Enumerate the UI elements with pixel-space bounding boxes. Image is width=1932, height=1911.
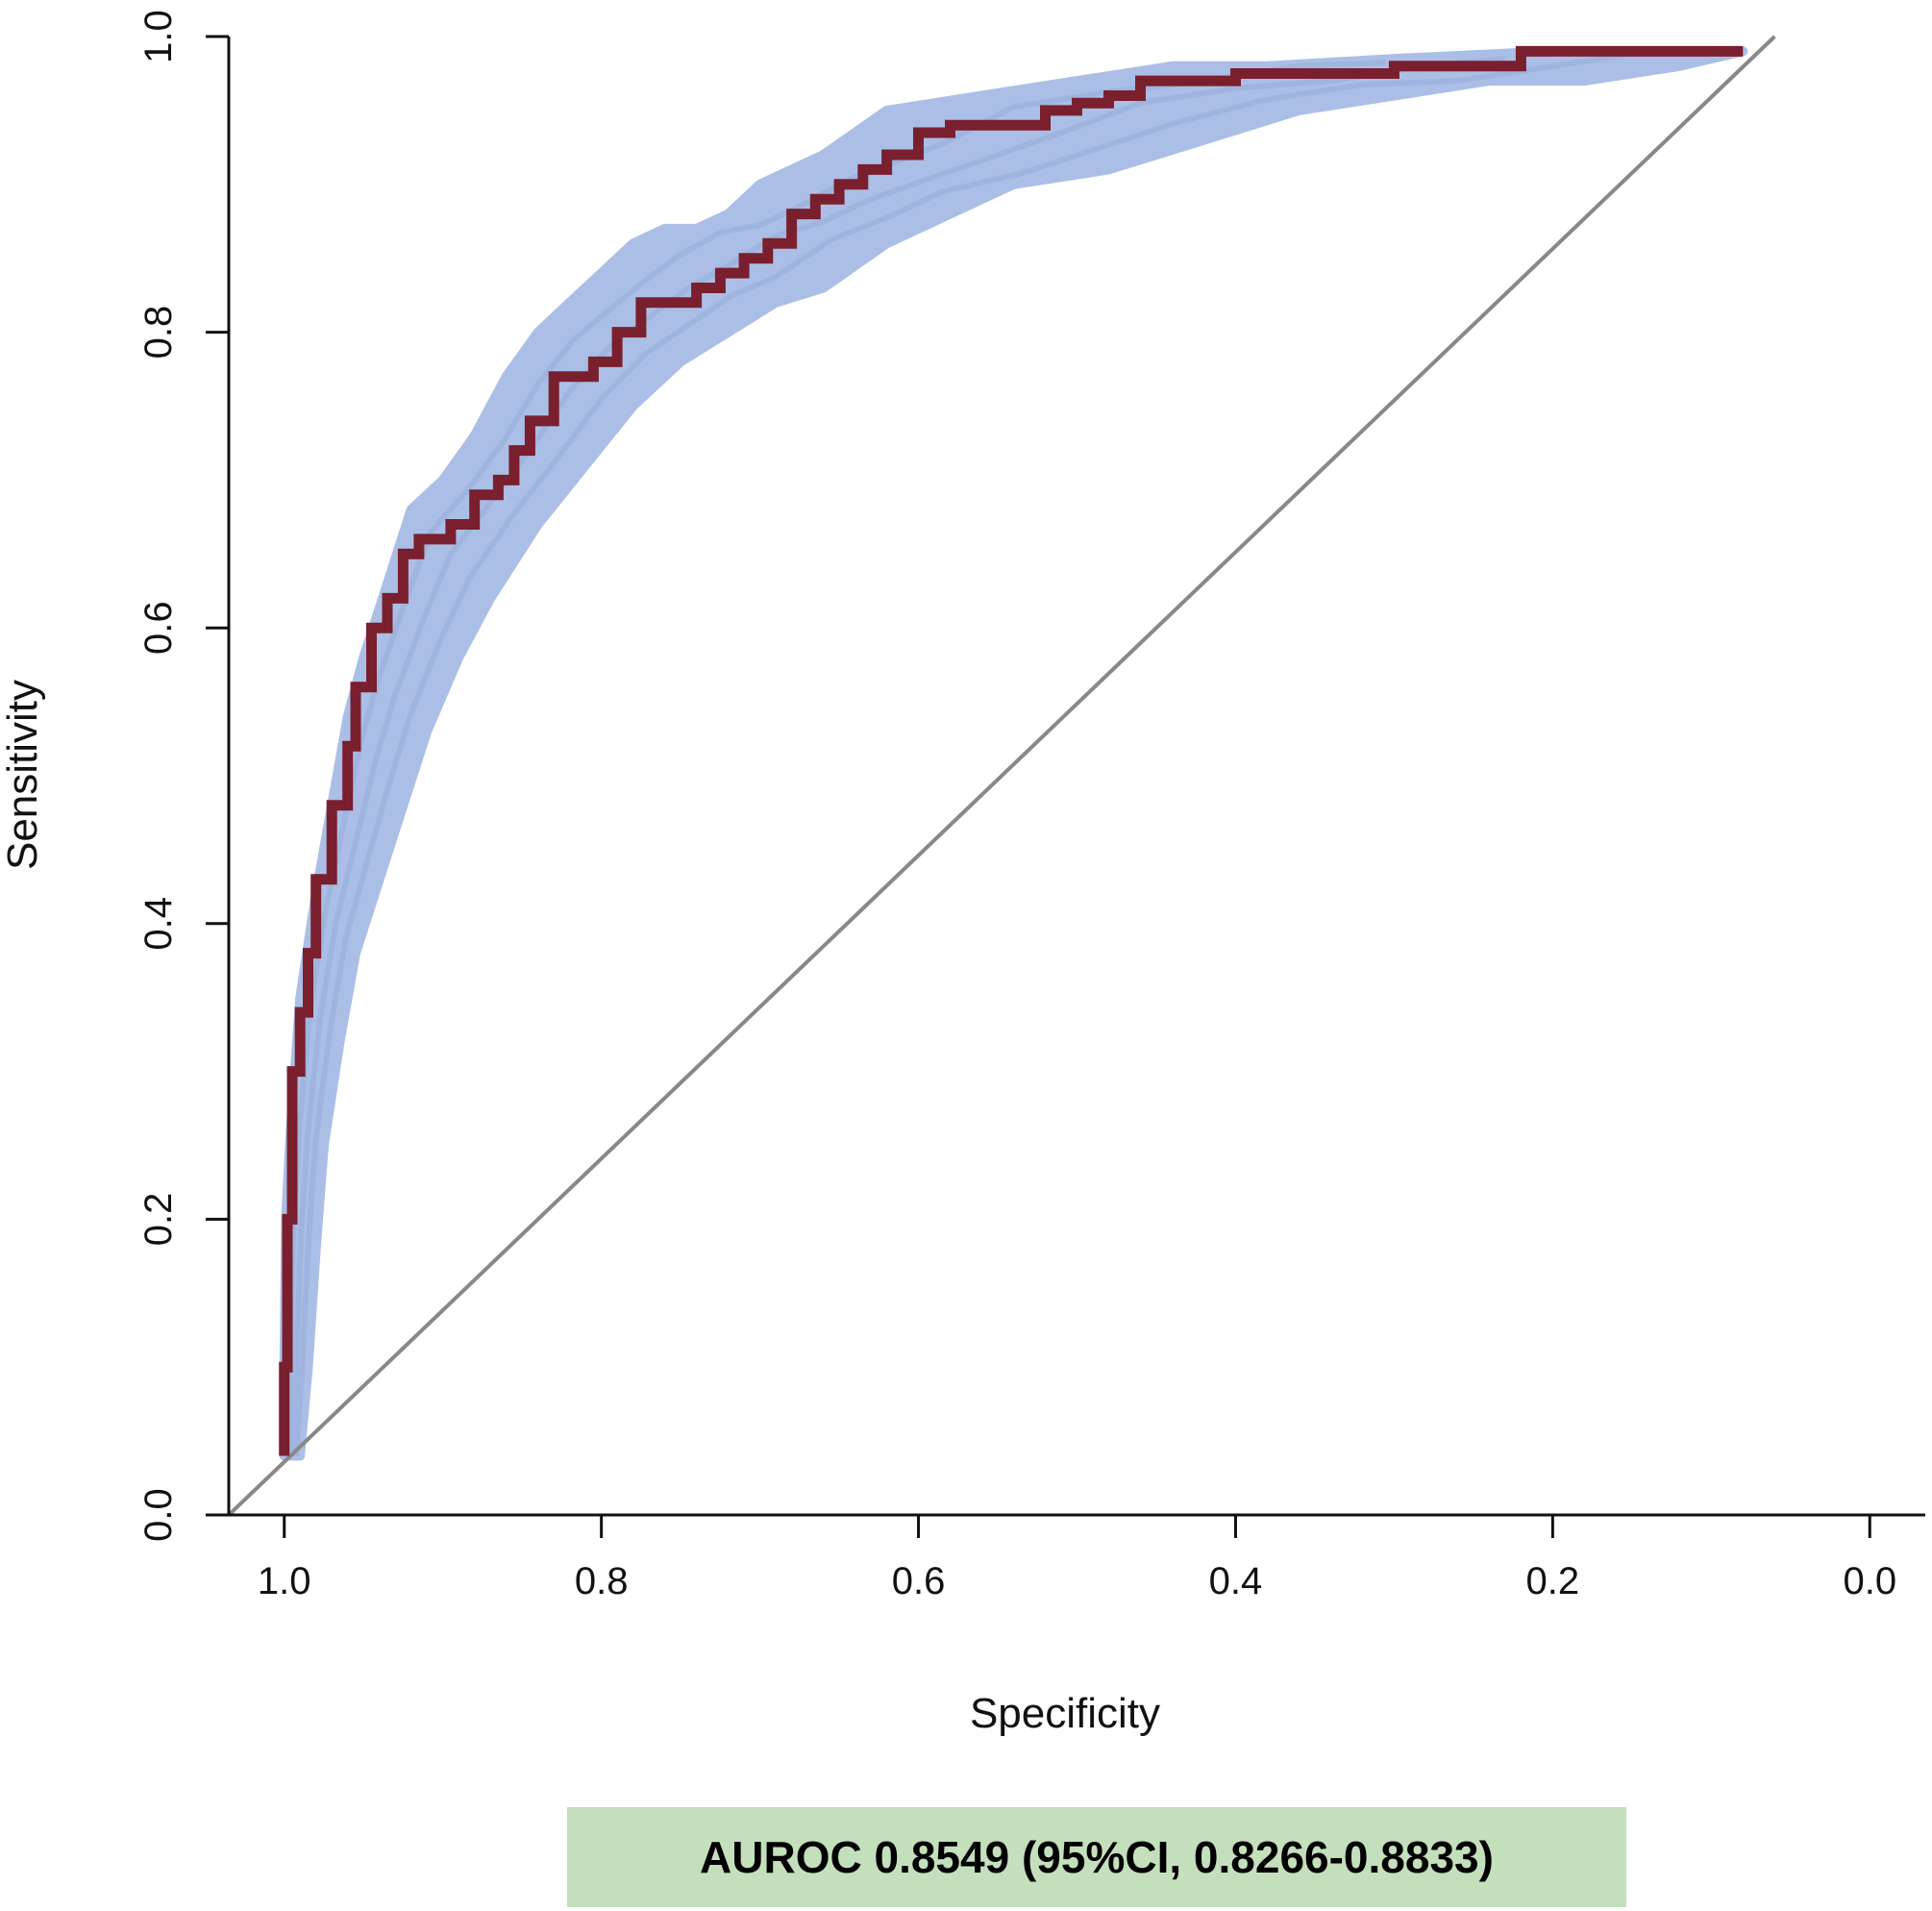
bootstrap-confidence-band bbox=[279, 46, 1748, 1461]
bootstrap-strand-2 bbox=[289, 56, 1506, 1456]
y-tick-label: 0.2 bbox=[137, 1193, 180, 1247]
y-tick-label: 0.0 bbox=[137, 1488, 180, 1542]
reference-diagonal-line bbox=[227, 35, 1776, 1517]
x-tick-label: 0.8 bbox=[575, 1560, 629, 1602]
x-tick-label: 0.0 bbox=[1843, 1560, 1896, 1602]
x-tick-label: 0.2 bbox=[1526, 1560, 1580, 1602]
auroc-annotation-text: AUROC 0.8549 (95%CI, 0.8266-0.8833) bbox=[700, 1832, 1494, 1882]
y-tick-label: 0.4 bbox=[137, 897, 180, 951]
y-tick-label: 0.6 bbox=[137, 601, 180, 655]
x-axis-ticks: 1.0 0.8 0.6 0.4 0.2 0.0 bbox=[258, 1515, 1896, 1602]
auroc-annotation-box: AUROC 0.8549 (95%CI, 0.8266-0.8833) bbox=[567, 1807, 1626, 1907]
x-tick-label: 0.4 bbox=[1209, 1560, 1263, 1602]
x-tick-label: 0.6 bbox=[892, 1560, 946, 1602]
y-tick-label: 0.8 bbox=[137, 306, 180, 360]
bootstrap-strands bbox=[285, 52, 1625, 1456]
roc-curve-line bbox=[279, 45, 1744, 1456]
x-tick-label: 1.0 bbox=[258, 1560, 311, 1602]
x-axis-title: Specificity bbox=[970, 1690, 1160, 1737]
bootstrap-strand-3 bbox=[293, 52, 1625, 1456]
y-axis-ticks: 0.0 0.2 0.4 0.6 0.8 1.0 bbox=[137, 10, 229, 1542]
y-tick-label: 1.0 bbox=[137, 10, 180, 63]
y-axis-title: Sensitivity bbox=[0, 680, 46, 870]
